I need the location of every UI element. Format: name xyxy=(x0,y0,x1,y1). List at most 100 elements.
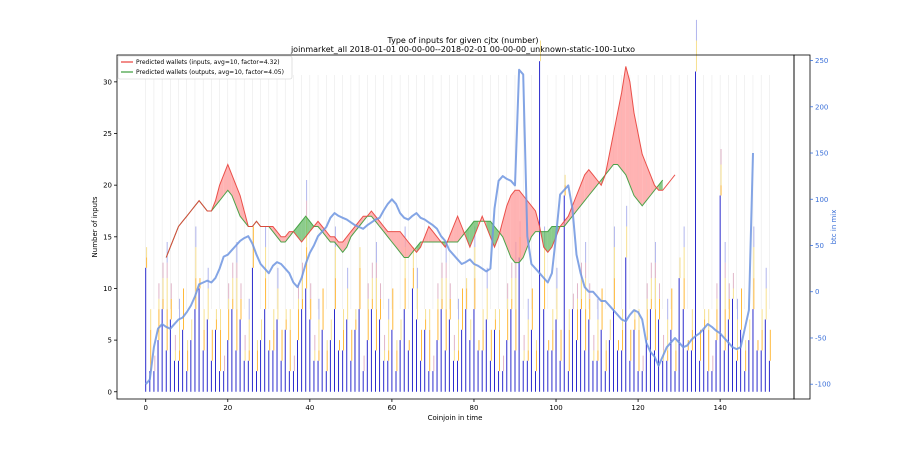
bar-segment xyxy=(326,350,328,372)
x-tick-label: 100 xyxy=(549,404,562,412)
bar-segment xyxy=(346,319,348,392)
bar-segment xyxy=(404,278,406,310)
bar-segment xyxy=(244,350,246,361)
bar-segment xyxy=(724,262,726,279)
bar-segment xyxy=(486,267,488,289)
bar-segment xyxy=(207,288,209,320)
y2-tick-label: 100 xyxy=(815,196,828,204)
wallet-fill-segment xyxy=(584,169,589,201)
bar-segment xyxy=(585,241,587,263)
x-axis: 0 20 40 60 80 100 120 140 xyxy=(143,399,727,412)
bar-segment xyxy=(452,360,454,392)
bar-segment xyxy=(683,247,685,279)
bar-segment xyxy=(437,309,439,341)
bar-segment xyxy=(236,262,238,279)
bar-segment xyxy=(752,309,754,392)
bar-segment xyxy=(441,262,443,279)
bar-segment xyxy=(363,355,365,372)
wallet-fill-segment xyxy=(227,164,232,196)
bar-segment xyxy=(445,309,447,351)
bar-segment xyxy=(392,288,394,330)
wallet-fill-segment xyxy=(588,169,593,196)
bar-segment xyxy=(145,267,147,392)
bar-segment xyxy=(605,350,607,372)
bar-segment xyxy=(527,319,529,351)
bar-segment xyxy=(514,350,516,392)
bar-segment xyxy=(449,283,451,299)
bar-segment xyxy=(428,371,430,392)
bar-segment xyxy=(301,309,303,392)
bar-segment xyxy=(219,371,221,392)
wallet-fill-segment xyxy=(371,210,376,222)
bar-segment xyxy=(552,309,554,330)
bar-segment xyxy=(313,360,315,392)
y2-axis-label: btc in mix xyxy=(830,210,838,245)
wallet-fill-segment xyxy=(359,216,364,227)
bar-segment xyxy=(597,350,599,361)
bar-segment xyxy=(498,371,500,392)
bar-segment xyxy=(210,360,212,392)
bar-segment xyxy=(276,319,278,392)
bar-segment xyxy=(736,360,738,392)
bar-segment xyxy=(334,278,336,310)
wallet-fill-segment xyxy=(309,221,314,232)
bar-segment xyxy=(157,340,159,392)
bar-segment xyxy=(642,355,644,372)
bar-segment xyxy=(322,288,324,330)
wallet-fill-segment xyxy=(633,112,639,201)
bar-segment xyxy=(223,371,225,392)
bar-segment xyxy=(704,319,706,330)
bars-group xyxy=(145,19,771,392)
bar-segment xyxy=(228,309,230,341)
bar-segment xyxy=(720,164,722,186)
bar-segment xyxy=(407,350,409,392)
bar-segment xyxy=(683,226,685,248)
bar-segment xyxy=(387,360,389,392)
bar-segment xyxy=(441,278,443,299)
bar-segment xyxy=(182,329,184,392)
bar-segment xyxy=(366,340,368,392)
bar-segment xyxy=(321,329,323,392)
bar-segment xyxy=(231,309,233,392)
bar-segment xyxy=(768,360,770,392)
wallet-fill-segment xyxy=(379,221,384,232)
bar-segment xyxy=(737,298,738,320)
bar-segment xyxy=(416,267,418,289)
bar-segment xyxy=(596,360,598,392)
bar-segment xyxy=(302,278,303,299)
bar-segment xyxy=(720,149,722,165)
bar-segment xyxy=(314,334,316,351)
bar-segment xyxy=(474,278,476,310)
bar-segment xyxy=(638,309,640,330)
bar-segment xyxy=(411,288,413,392)
chart-subtitle: joinmarket_all 2018-01-01 00-00-00--2018… xyxy=(290,45,635,54)
bar-segment xyxy=(207,267,209,289)
bar-segment xyxy=(720,185,722,196)
bar-segment xyxy=(604,371,606,392)
bar-segment xyxy=(515,278,517,310)
bar-segment xyxy=(408,340,410,351)
bar-segment xyxy=(597,298,599,320)
bar-segment xyxy=(613,278,615,310)
bar-segment xyxy=(580,309,582,392)
bar-segment xyxy=(683,278,685,310)
bar-segment xyxy=(347,288,349,320)
bar-segment xyxy=(482,329,484,351)
x-tick-label: 40 xyxy=(305,404,314,412)
bar-segment xyxy=(613,247,615,279)
y2-tick-label: -100 xyxy=(815,381,831,389)
bar-segment xyxy=(700,329,701,361)
bar-segment xyxy=(388,350,390,361)
chart-title: Type of inputs for given cjtx (number) xyxy=(386,36,538,45)
bar-segment xyxy=(458,298,459,320)
bar-segment xyxy=(572,293,574,310)
bar-segment xyxy=(671,288,673,330)
bar-segment xyxy=(178,360,179,392)
bar-segment xyxy=(581,278,582,299)
bar-segment xyxy=(256,371,257,392)
wallet-fill-segment xyxy=(519,190,524,263)
bar-segment xyxy=(187,340,189,351)
bar-segment xyxy=(174,334,176,351)
